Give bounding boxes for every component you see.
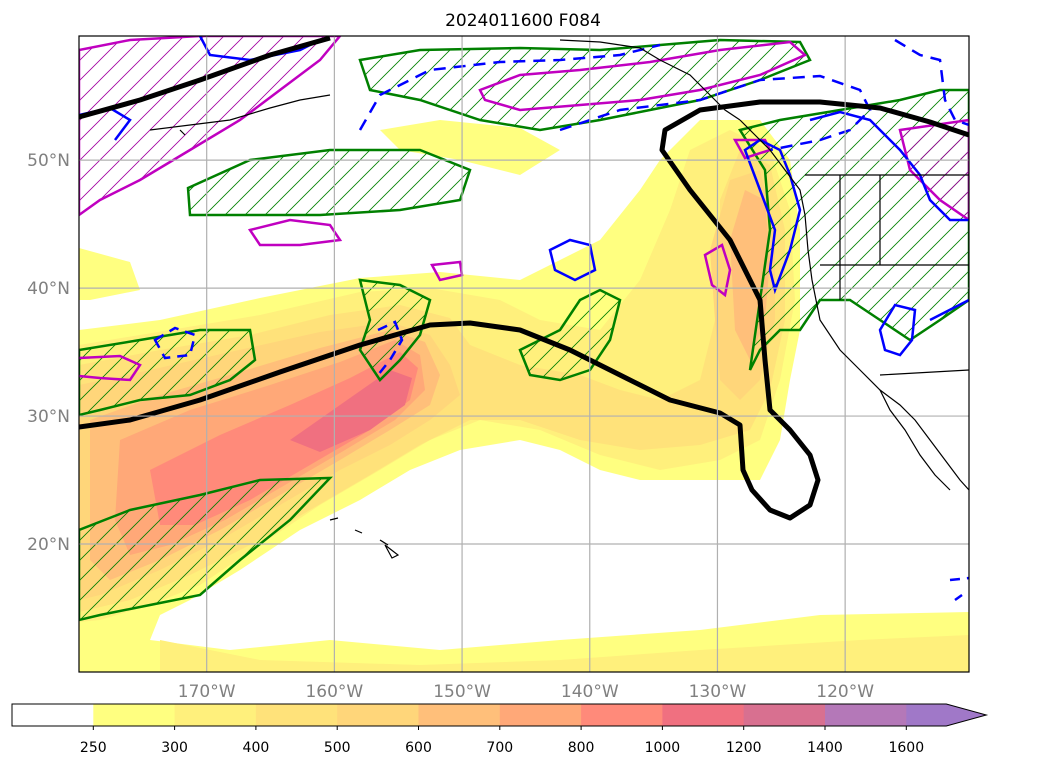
ivt-fill-800	[150, 352, 418, 525]
baja-coast	[879, 389, 951, 491]
ivt-black-contours	[79, 36, 969, 521]
blue-contour-dashed-gulf	[358, 43, 872, 152]
magenta-contour-5	[79, 354, 142, 382]
black-contour-north	[79, 36, 331, 120]
lon-label: 160°W	[305, 682, 363, 702]
blue-contour-dashed-small	[153, 320, 404, 376]
colorbar-tick-label: 1200	[726, 740, 762, 756]
colorbar-tick-label: 1400	[807, 740, 843, 756]
green-region-central	[358, 278, 432, 382]
colorbar-tick-label: 250	[80, 740, 107, 756]
lon-label: 150°W	[433, 682, 491, 702]
lat-label: 20°N	[27, 535, 70, 555]
magenta-contour-4	[703, 243, 732, 298]
colorbar-segment	[174, 704, 257, 726]
ivt-fill-1000	[290, 370, 412, 452]
bc-coast	[739, 119, 806, 216]
blue-contour-dashed-south	[949, 576, 969, 602]
colorbar-extend-arrow	[906, 704, 987, 726]
black-contour-main	[79, 99, 969, 521]
lon-label: 120°W	[816, 682, 874, 702]
map-title: 2024011600 F084	[445, 11, 601, 31]
map-frame	[78, 35, 970, 673]
colorbar-tick-label: 600	[405, 740, 432, 756]
green-region-southwest	[79, 476, 333, 622]
blue-contour-dashed-ne	[894, 38, 969, 127]
magenta-contour-1	[478, 40, 808, 112]
hawaii-islands	[329, 517, 400, 559]
state-borders	[820, 175, 969, 300]
colorbar-segment	[418, 704, 501, 726]
lon-label: 170°W	[178, 682, 236, 702]
colorbar-segment-below	[12, 704, 94, 726]
colorbar-segment	[499, 704, 582, 726]
alaska-coast	[559, 39, 741, 121]
aleutian-islands	[149, 94, 331, 136]
map-area	[79, 36, 969, 672]
lon-label: 140°W	[561, 682, 619, 702]
colorbar-segment	[581, 704, 663, 726]
lat-label: 50°N	[27, 151, 70, 171]
colorbar-segment	[255, 704, 338, 726]
green-region-west	[79, 328, 257, 417]
colorbar-segment	[93, 704, 176, 726]
magenta-contour-2	[247, 218, 343, 247]
longitude-labels: 170°W 160°W 150°W 140°W 130°W 120°W	[178, 682, 874, 702]
blue-contour-midpac	[548, 238, 597, 282]
lat-label: 40°N	[27, 279, 70, 299]
colorbar-tick-label: 400	[243, 740, 270, 756]
magenta-region-aleutians	[79, 36, 342, 217]
border-us-mexico	[879, 369, 969, 376]
green-region-central-east	[518, 288, 622, 382]
green-region-north-pacific	[186, 148, 472, 217]
colorbar-tick-label: 300	[161, 740, 188, 756]
colorbar-outline	[11, 703, 989, 727]
colorbar-segment	[825, 704, 907, 726]
colorbar-tick-label: 1600	[888, 740, 924, 756]
colorbar-tick-label: 1000	[645, 740, 681, 756]
colorbar-tick-label: 500	[324, 740, 351, 756]
colorbar-segment	[743, 704, 826, 726]
magenta-hatched-regions	[79, 36, 969, 222]
lat-label: 30°N	[27, 407, 70, 427]
colorbar-segment	[337, 704, 419, 726]
lon-label: 130°W	[689, 682, 747, 702]
magenta-region-bc	[898, 118, 969, 222]
colorbar-tick-label: 800	[568, 740, 595, 756]
colorbar-segment	[662, 704, 745, 726]
blue-contour-sw-us	[878, 298, 969, 357]
graticule	[79, 36, 969, 672]
colorbar-tick-label: 700	[486, 740, 513, 756]
latitude-labels: 50°N 40°N 30°N 20°N	[27, 151, 70, 555]
colorbar: 250 300 400 500 600 700 800 1000 1200 1400 1600	[11, 703, 989, 756]
coastlines	[149, 39, 969, 559]
